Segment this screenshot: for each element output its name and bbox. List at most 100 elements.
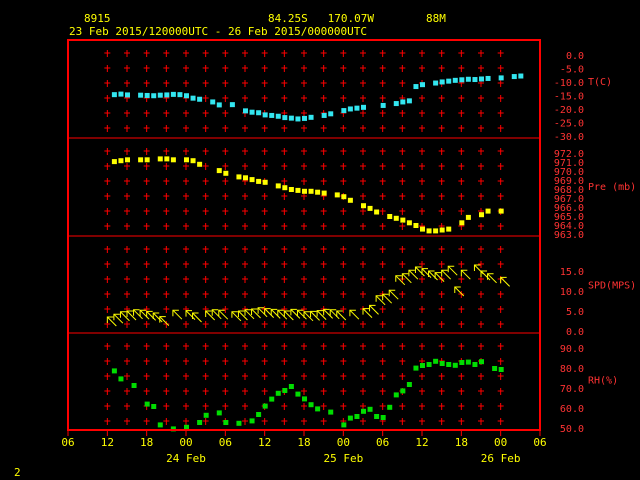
pressure-point (387, 214, 393, 219)
wind-arrow (388, 289, 399, 300)
pressure-point (144, 157, 150, 163)
humidity-point (288, 384, 294, 389)
temperature-point (197, 96, 203, 102)
temperature-point (190, 95, 196, 101)
wind-arrow (205, 310, 216, 321)
y-tick-label: 10.0 (560, 287, 584, 298)
pressure-point (393, 215, 399, 221)
x-tick-label: 06 (61, 436, 74, 449)
pressure-point (433, 228, 439, 234)
wind-arrow (382, 293, 393, 304)
wind-shaft (480, 270, 491, 281)
temperature-point (472, 77, 478, 83)
wind-head (205, 310, 212, 317)
humidity-point (223, 420, 229, 425)
wind-arrow (133, 309, 143, 320)
wind-arrow (251, 308, 261, 319)
humidity-point (367, 406, 373, 412)
wind-head (428, 270, 435, 277)
wind-arrow (362, 308, 373, 318)
wind-arrow (454, 286, 465, 297)
humidity-point (157, 422, 163, 428)
y-tick-label: 972.0 (554, 149, 584, 160)
wind-head (310, 310, 317, 318)
pressure-point (459, 220, 465, 226)
wind-shaft (205, 310, 216, 321)
pressure-point (111, 159, 117, 165)
wind-arrow (244, 309, 255, 320)
temperature-point (216, 102, 222, 108)
humidity-point (361, 408, 366, 414)
y-axis-label: T(C) (588, 77, 612, 88)
wind-head (192, 312, 199, 319)
temperature-point (118, 91, 124, 97)
station-elevation: 88M (426, 12, 446, 25)
wind-head (487, 273, 494, 280)
humidity-point (170, 426, 176, 432)
wind-head (185, 310, 192, 317)
wind-shaft (251, 308, 261, 319)
wind-arrow (211, 309, 222, 320)
wind-arrow (441, 269, 452, 280)
wind-shaft (270, 309, 281, 319)
temperature-point (511, 74, 517, 80)
wind-arrow (152, 312, 163, 323)
y-tick-label: 60.0 (560, 404, 584, 415)
pressure-point (275, 183, 281, 189)
wind-head (218, 309, 225, 317)
pressure-point (295, 187, 301, 193)
wind-shaft (139, 309, 150, 320)
wind-head (119, 311, 127, 318)
pressure-point (243, 175, 248, 181)
page-number: 2 (14, 466, 21, 479)
wind-head (231, 311, 238, 318)
wind-arrow (192, 312, 202, 323)
x-tick-label: 00 (337, 436, 350, 449)
humidity-point (111, 368, 117, 374)
wind-head (336, 310, 343, 317)
y-tick-label: -25.0 (554, 119, 584, 130)
y-tick-label: 80.0 (560, 364, 584, 375)
wind-arrow (414, 266, 425, 277)
wind-shaft (316, 310, 327, 320)
wind-head (480, 270, 487, 277)
temperature-point (400, 99, 406, 105)
pressure-point (256, 178, 262, 184)
pressure-point (282, 185, 288, 191)
temperature-point (361, 104, 366, 110)
wind-head (329, 309, 337, 316)
wind-shaft (460, 269, 471, 280)
wind-shaft (133, 309, 143, 320)
wind-arrow (283, 310, 294, 321)
wind-shaft (421, 268, 432, 278)
y-tick-label: -5.0 (560, 65, 584, 76)
wind-head (277, 309, 284, 317)
panel-0: 0.0 -5.0 -10.0 -15.0 -20.0 -25.0 -30.0 T(C) (111, 51, 612, 143)
wind-head (290, 308, 297, 316)
y-tick-label: 967.0 (554, 194, 584, 205)
wind-head (382, 293, 389, 301)
wind-head (316, 310, 324, 317)
wind-shaft (382, 293, 393, 304)
temperature-point (485, 75, 491, 81)
humidity-point (315, 406, 321, 412)
pressure-point (249, 177, 255, 183)
humidity-point (236, 420, 242, 426)
wind-shaft (113, 313, 124, 324)
pressure-point (446, 226, 452, 232)
wind-head (113, 313, 120, 321)
pressure-point (315, 189, 321, 195)
temperature-point (111, 92, 117, 98)
wind-arrow (408, 269, 419, 280)
humidity-point (151, 404, 157, 409)
pressure-point (321, 190, 327, 196)
wind-arrow (428, 270, 438, 281)
pressure-point (485, 208, 491, 214)
wind-shaft (283, 310, 294, 321)
humidity-point (302, 396, 307, 402)
humidity-point (269, 396, 275, 402)
wind-arrow (237, 310, 248, 321)
humidity-point (492, 366, 498, 371)
y-axis-label: Pre (mb) (588, 182, 636, 193)
temperature-point (275, 113, 281, 119)
